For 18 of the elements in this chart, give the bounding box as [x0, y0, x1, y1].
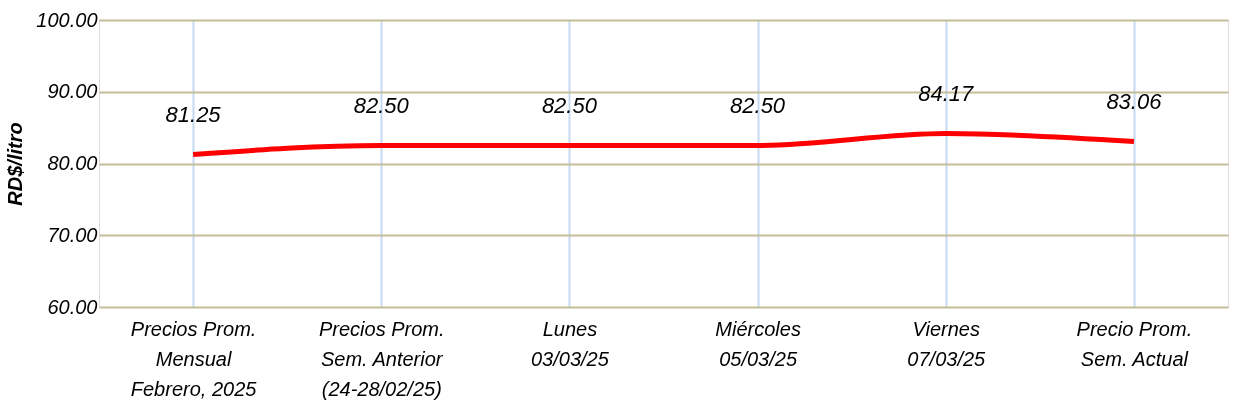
- data-label: 82.50: [353, 92, 410, 118]
- x-tick-label: Precios Prom. Mensual Febrero, 2025: [130, 317, 258, 400]
- y-tick-label: 60.00: [47, 295, 98, 318]
- y-tick-label: 100.00: [36, 8, 98, 31]
- x-tick-label: Miércoles 05/03/25: [715, 317, 801, 370]
- y-axis-title: RD$/litro: [4, 122, 27, 206]
- x-tick-label: Viernes 07/03/25: [907, 317, 987, 370]
- data-label: 84.17: [918, 80, 975, 106]
- data-label: 82.50: [541, 92, 598, 118]
- data-label: 81.25: [165, 101, 222, 127]
- data-label: 82.50: [730, 92, 786, 118]
- x-tick-label: Precios Prom. Sem. Anterior (24-28/02/25): [318, 317, 445, 400]
- y-tick-label: 70.00: [47, 223, 98, 246]
- y-tick-label: 80.00: [47, 152, 98, 174]
- x-tick-label: Precio Prom. Sem. Actual: [1076, 317, 1193, 370]
- data-label: 83.06: [1106, 88, 1163, 114]
- y-tick-label: 90.00: [47, 80, 98, 103]
- x-tick-label: Lunes 03/03/25: [530, 317, 610, 370]
